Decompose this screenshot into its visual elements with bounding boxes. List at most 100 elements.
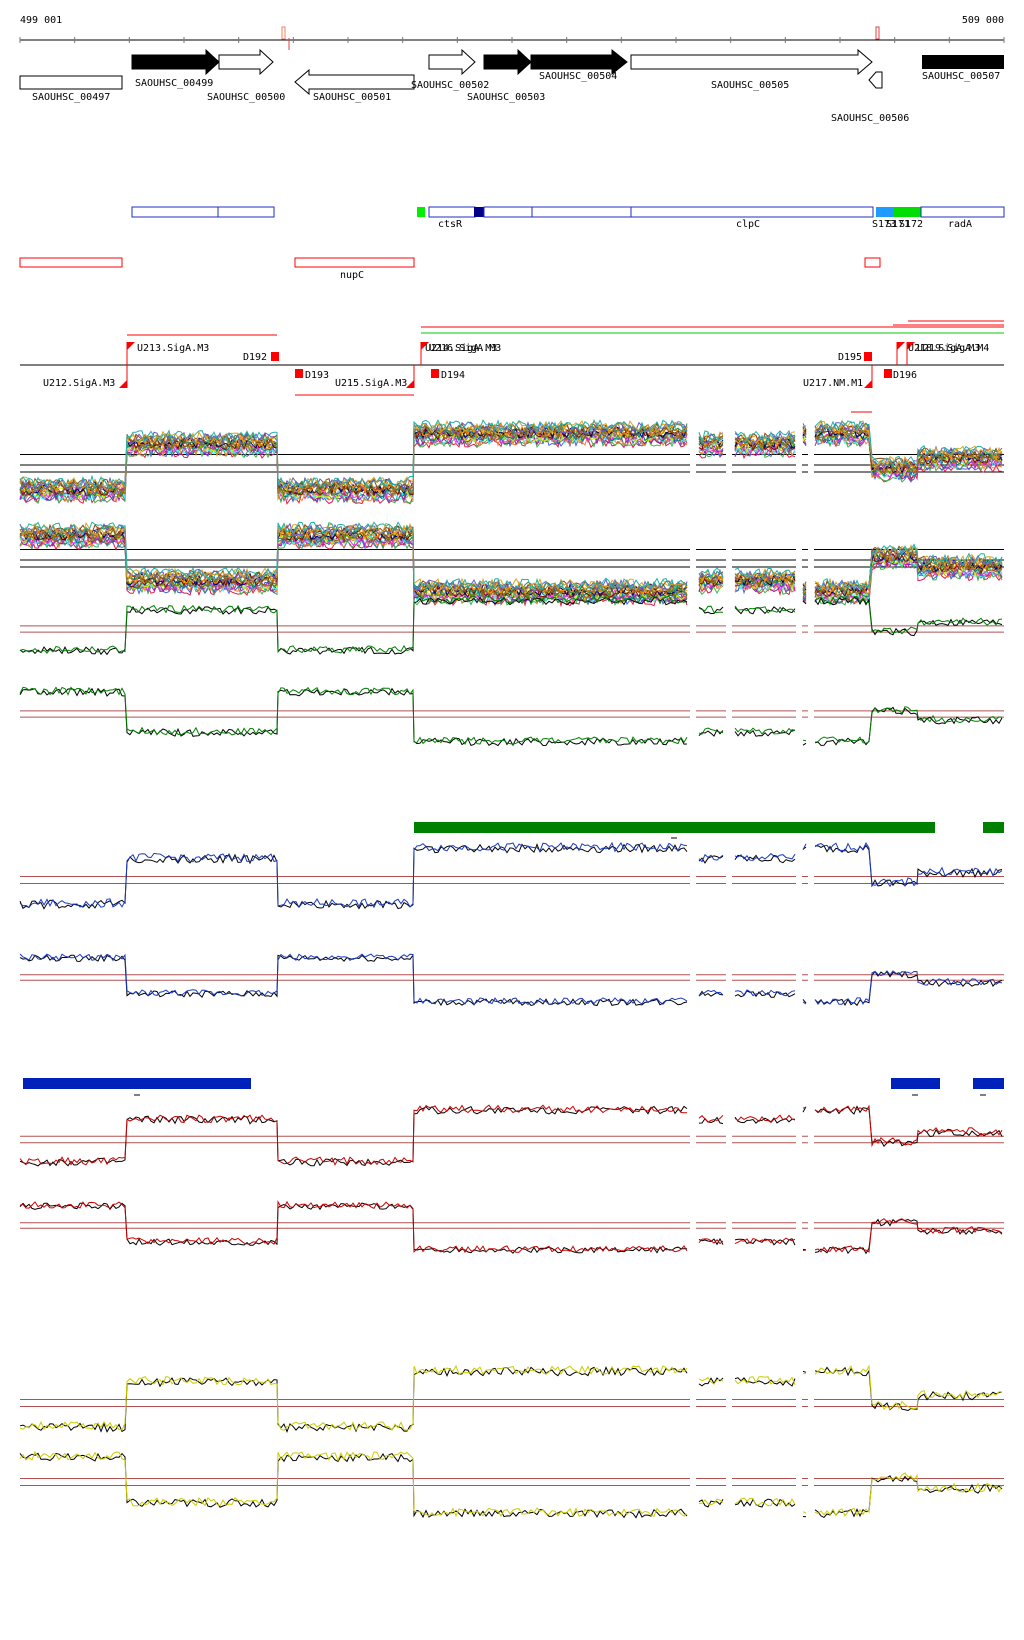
operon-box[interactable] <box>19 257 123 268</box>
annotation-box[interactable] <box>894 207 921 217</box>
expression-profile <box>19 1364 1003 1431</box>
transcript-label: U215.SigA.M3 <box>335 378 407 389</box>
promoter-marker[interactable] <box>421 342 429 350</box>
ruler-start-label: 499 001 <box>20 15 62 26</box>
transcript-label: D194 <box>441 370 465 381</box>
gene-arrow[interactable] <box>428 48 476 76</box>
gene-arrow[interactable] <box>294 68 415 96</box>
data-gap <box>808 841 814 919</box>
data-gap <box>690 1443 696 1521</box>
data-gap <box>796 594 802 664</box>
promoter-marker[interactable] <box>406 380 414 388</box>
gene-label: SAOUHSC_00499 <box>135 78 213 89</box>
gene-feature[interactable]: SAOUHSC_00497 <box>19 75 123 103</box>
gene-arrow[interactable] <box>530 48 628 76</box>
expression-profile <box>19 1202 1003 1255</box>
data-gap <box>690 679 696 749</box>
gene-feature[interactable]: SAOUHSC_00506 <box>831 71 909 124</box>
promoter-marker[interactable] <box>907 342 915 350</box>
transcript-label: D196 <box>893 370 917 381</box>
operon-box[interactable] <box>294 257 415 268</box>
terminator-marker[interactable] <box>431 369 439 378</box>
gene-label: SAOUHSC_00501 <box>313 92 391 103</box>
terminator-marker[interactable] <box>864 352 872 361</box>
annotation-box[interactable] <box>630 206 874 218</box>
data-gap <box>726 946 732 1009</box>
segment-bars <box>23 822 1004 1096</box>
expression-tracks <box>19 418 1004 1521</box>
expression-profile <box>19 953 1003 1007</box>
data-gap <box>726 679 732 749</box>
operon-label: nupC <box>340 270 364 281</box>
annotation-box[interactable] <box>474 207 484 217</box>
operon-box[interactable] <box>864 257 881 268</box>
terminator-marker[interactable] <box>271 352 279 361</box>
annotation-box[interactable] <box>876 207 894 217</box>
data-gap <box>690 521 696 599</box>
gene-arrow[interactable] <box>630 48 873 76</box>
data-gap <box>726 1443 732 1521</box>
gene-arrow[interactable] <box>483 48 532 76</box>
promoter-marker[interactable] <box>119 380 127 388</box>
expression-track <box>19 1194 1004 1257</box>
transcript-label: U218.SigA.M3 <box>908 343 980 354</box>
transcript-label: U217.NM.M1 <box>803 378 863 389</box>
green-segment-bar[interactable] <box>983 822 1004 833</box>
promoter-marker[interactable] <box>127 342 135 350</box>
gene-label: SAOUHSC_00505 <box>711 80 789 91</box>
data-gap <box>808 1103 814 1176</box>
data-gap <box>796 946 802 1009</box>
expression-profile <box>19 1200 1003 1254</box>
gene-label: SAOUHSC_00506 <box>831 113 909 124</box>
ruler-marker <box>281 26 286 40</box>
promoter-marker[interactable] <box>897 342 905 350</box>
expression-track <box>19 946 1004 1009</box>
blue-segment-bar[interactable] <box>23 1078 251 1089</box>
expression-track <box>19 1443 1004 1521</box>
gene-feature[interactable]: SAOUHSC_00500 <box>207 48 285 103</box>
data-gap <box>796 426 802 504</box>
data-gap <box>808 1194 814 1257</box>
data-gap <box>808 594 814 664</box>
data-gap <box>690 1194 696 1257</box>
gene-feature[interactable]: SAOUHSC_00501 <box>294 68 415 103</box>
gene-arrow[interactable] <box>131 48 220 76</box>
gene-box[interactable] <box>19 75 123 90</box>
gene-feature[interactable]: SAOUHSC_00507 <box>922 55 1004 82</box>
promoter-marker[interactable] <box>864 380 872 388</box>
data-gap <box>796 1364 802 1442</box>
gene-feature[interactable]: SAOUHSC_00499 <box>131 48 220 89</box>
data-gap <box>808 1364 814 1442</box>
gene-feature[interactable]: SAOUHSC_00502 <box>411 48 489 91</box>
annotation-box[interactable] <box>531 206 632 218</box>
annotation-box[interactable] <box>920 206 1005 218</box>
annotation-box[interactable] <box>483 206 533 218</box>
annotation-box[interactable] <box>131 206 219 218</box>
blue-segment-bar[interactable] <box>891 1078 940 1089</box>
gene-label: SAOUHSC_00500 <box>207 92 285 103</box>
expression-track <box>19 1364 1004 1442</box>
gene-label: SAOUHSC_00507 <box>922 71 1000 82</box>
annotation-box[interactable] <box>417 207 425 217</box>
blue-segment-bar[interactable] <box>973 1078 1004 1089</box>
gene-arrow[interactable] <box>218 48 274 76</box>
terminator-marker[interactable] <box>295 369 303 378</box>
expression-profile <box>19 418 1003 489</box>
expression-profile <box>19 1452 1003 1519</box>
gene-box[interactable] <box>922 55 1004 69</box>
gene-arrow[interactable] <box>868 71 883 89</box>
data-gap <box>726 1194 732 1257</box>
expression-track <box>19 1103 1004 1176</box>
data-gap <box>690 946 696 1009</box>
gene-feature[interactable]: SAOUHSC_00504 <box>530 48 628 82</box>
green-segment-bar[interactable] <box>414 822 935 833</box>
expression-profile <box>19 433 1003 504</box>
annotation-track: ctsR clpC S173 S171 S172 radA <box>131 206 1005 230</box>
annotation-box[interactable] <box>217 206 275 218</box>
gene-feature[interactable]: SAOUHSC_00503 <box>467 48 545 103</box>
annotation-box[interactable] <box>428 206 476 218</box>
data-gap <box>808 679 814 749</box>
gene-feature[interactable]: SAOUHSC_00505 <box>630 48 873 91</box>
data-gap <box>726 1364 732 1442</box>
terminator-marker[interactable] <box>884 369 892 378</box>
